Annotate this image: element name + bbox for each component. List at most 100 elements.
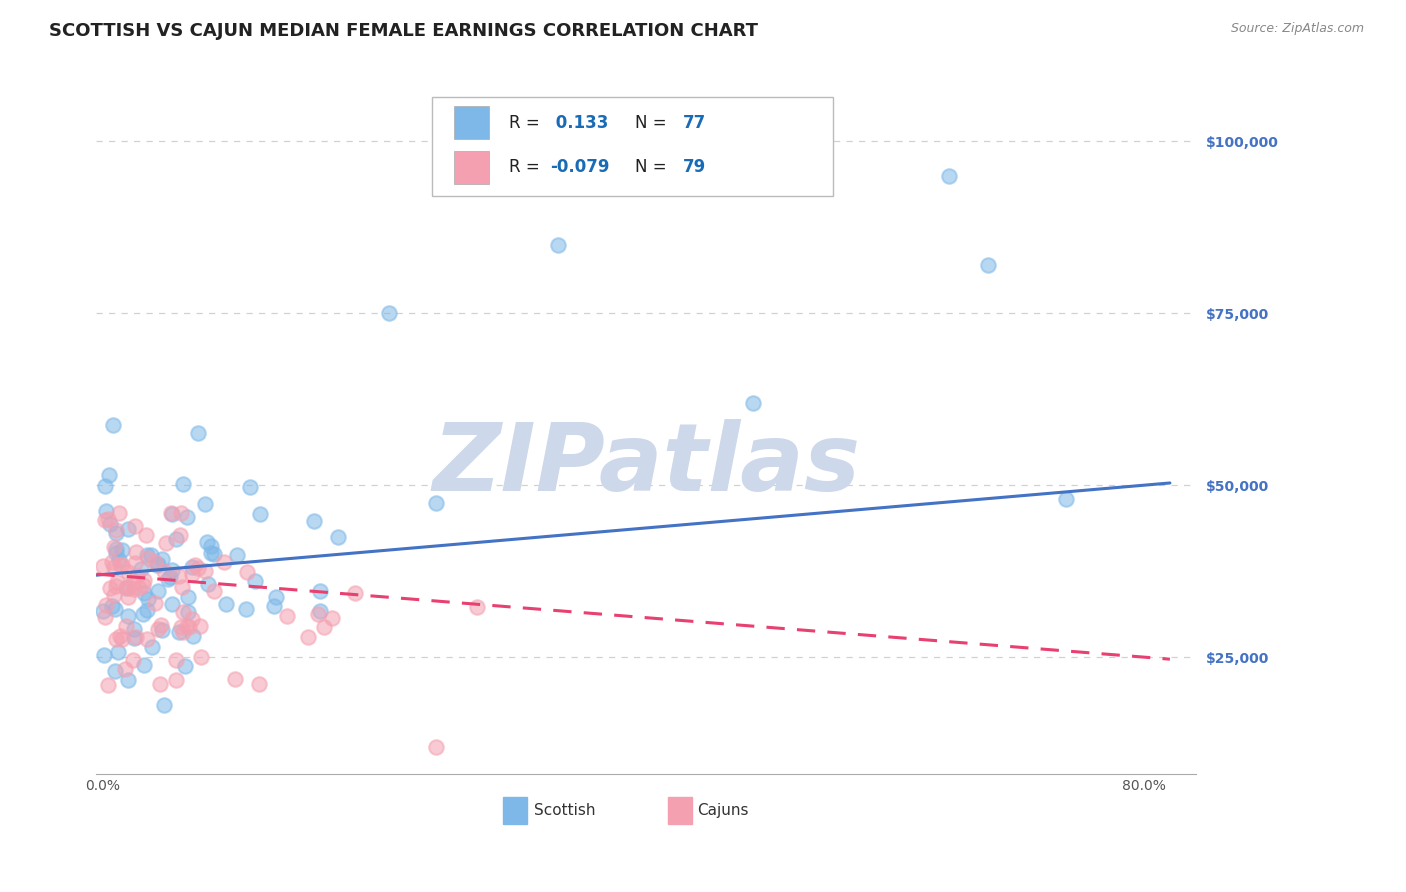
Point bbox=[132, 607, 155, 621]
Point bbox=[105, 523, 128, 537]
Point bbox=[263, 599, 285, 613]
Point bbox=[122, 622, 145, 636]
Point bbox=[103, 418, 125, 433]
Point bbox=[117, 673, 139, 687]
Point bbox=[243, 574, 266, 588]
Point bbox=[225, 548, 247, 562]
Point bbox=[150, 552, 173, 566]
Point bbox=[170, 506, 193, 520]
Point bbox=[107, 645, 129, 659]
Point bbox=[212, 555, 235, 569]
Point bbox=[169, 620, 191, 634]
FancyBboxPatch shape bbox=[503, 797, 527, 823]
Point bbox=[180, 567, 202, 582]
Point bbox=[136, 551, 159, 566]
Text: R =: R = bbox=[509, 113, 544, 132]
FancyBboxPatch shape bbox=[668, 797, 692, 823]
Point bbox=[101, 555, 124, 569]
Point bbox=[135, 528, 157, 542]
Point bbox=[111, 558, 134, 573]
Point bbox=[141, 640, 163, 654]
Point bbox=[150, 623, 173, 637]
Point bbox=[98, 467, 121, 482]
Point bbox=[170, 580, 193, 594]
FancyBboxPatch shape bbox=[432, 96, 834, 196]
Point bbox=[117, 522, 139, 536]
Point bbox=[176, 619, 198, 633]
Point bbox=[124, 631, 146, 645]
Point bbox=[146, 558, 169, 572]
Point bbox=[104, 665, 127, 679]
Point bbox=[149, 677, 172, 691]
Point bbox=[194, 564, 217, 578]
Point bbox=[177, 605, 200, 619]
FancyBboxPatch shape bbox=[454, 151, 489, 184]
Point bbox=[328, 530, 350, 544]
Point bbox=[160, 508, 183, 522]
Point bbox=[104, 601, 127, 615]
Point bbox=[134, 573, 156, 587]
Point bbox=[172, 476, 194, 491]
Point bbox=[97, 512, 120, 526]
Point bbox=[157, 572, 180, 586]
Point bbox=[143, 555, 166, 569]
Point bbox=[129, 562, 152, 576]
Point bbox=[91, 559, 114, 574]
Point bbox=[103, 559, 125, 574]
Point bbox=[321, 611, 343, 625]
Text: SCOTTISH VS CAJUN MEDIAN FEMALE EARNINGS CORRELATION CHART: SCOTTISH VS CAJUN MEDIAN FEMALE EARNINGS… bbox=[49, 22, 758, 40]
Point bbox=[187, 426, 209, 441]
Point bbox=[249, 507, 271, 521]
Point bbox=[132, 658, 155, 673]
Text: Cajuns: Cajuns bbox=[697, 803, 748, 818]
Point bbox=[190, 649, 212, 664]
Point bbox=[115, 618, 138, 632]
Point bbox=[238, 480, 260, 494]
Text: ZIPatlas: ZIPatlas bbox=[432, 418, 860, 510]
Point bbox=[93, 513, 115, 527]
Point bbox=[93, 478, 115, 492]
Point bbox=[194, 497, 217, 511]
Text: -0.079: -0.079 bbox=[551, 158, 610, 176]
Point bbox=[124, 518, 146, 533]
Point bbox=[276, 609, 298, 624]
Point bbox=[135, 549, 157, 563]
Point bbox=[136, 632, 159, 647]
Point bbox=[378, 306, 401, 320]
Point bbox=[197, 576, 219, 591]
Point bbox=[97, 678, 120, 692]
Point bbox=[104, 579, 127, 593]
Point bbox=[465, 600, 488, 615]
Text: Source: ZipAtlas.com: Source: ZipAtlas.com bbox=[1230, 22, 1364, 36]
Point bbox=[159, 570, 181, 584]
Point bbox=[188, 619, 211, 633]
Point bbox=[309, 604, 332, 618]
Point bbox=[115, 581, 138, 595]
Point bbox=[165, 652, 187, 666]
Point bbox=[197, 535, 219, 549]
Point bbox=[309, 583, 332, 598]
Point bbox=[105, 541, 128, 556]
Point bbox=[132, 586, 155, 600]
Point bbox=[136, 591, 159, 606]
Point bbox=[125, 545, 148, 559]
Point bbox=[105, 546, 128, 560]
Point bbox=[181, 560, 204, 574]
Point bbox=[117, 565, 139, 579]
Point bbox=[938, 169, 960, 183]
Point bbox=[202, 584, 225, 599]
Point bbox=[247, 677, 270, 691]
Point bbox=[297, 630, 319, 644]
Point bbox=[108, 553, 131, 567]
Point bbox=[172, 605, 194, 619]
Point bbox=[343, 586, 366, 600]
Point bbox=[122, 582, 145, 597]
Point bbox=[125, 630, 148, 644]
Point bbox=[128, 581, 150, 595]
Point bbox=[312, 620, 335, 634]
Point bbox=[176, 591, 198, 605]
Text: N =: N = bbox=[636, 113, 672, 132]
Point bbox=[100, 581, 122, 595]
Point bbox=[117, 609, 139, 624]
Point bbox=[202, 547, 225, 561]
